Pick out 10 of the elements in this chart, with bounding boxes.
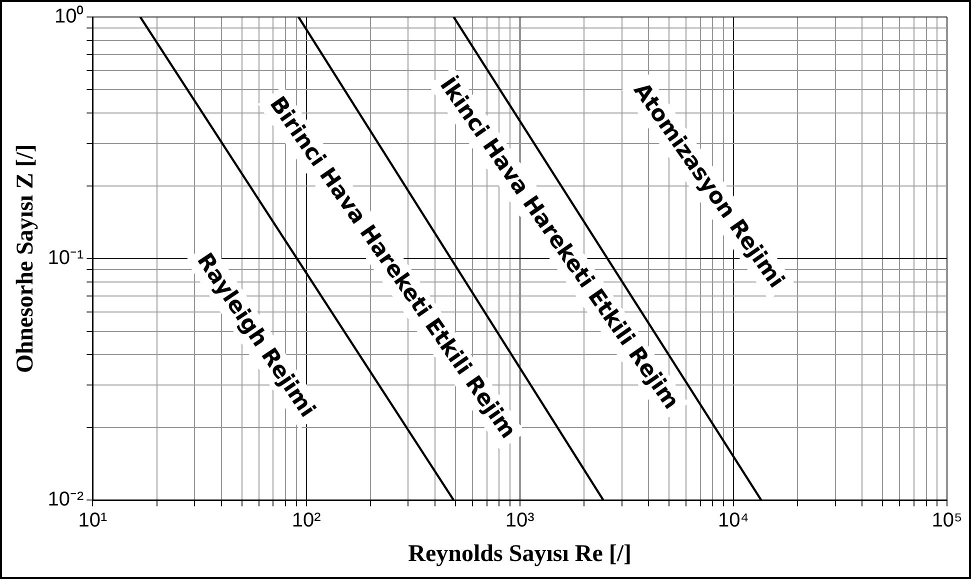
x-tick-label: 10⁵	[932, 510, 962, 532]
x-tick-label: 10¹	[78, 510, 108, 532]
x-tick-label: 10³	[505, 510, 535, 532]
y-tick-label: 10⁰	[54, 4, 84, 28]
x-axis-title: Reynolds Sayısı Re [/]	[408, 540, 632, 567]
x-tick-label: 10²	[292, 510, 322, 532]
y-tick-label: 10⁻²	[48, 488, 84, 511]
x-tick-label: 10⁴	[718, 510, 749, 532]
y-axis-title: Ohnesorhe Sayısı Z [/]	[12, 144, 39, 373]
y-tick-label: 10⁻¹	[48, 247, 84, 270]
